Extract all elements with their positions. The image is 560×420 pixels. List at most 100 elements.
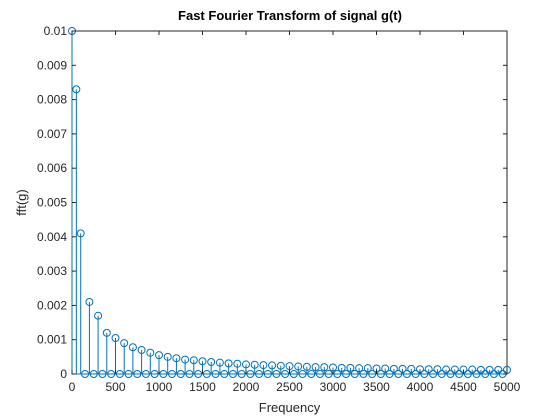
stem-marker: [94, 311, 103, 320]
stem-marker: [429, 370, 438, 378]
stem-marker: [150, 370, 159, 378]
stem-marker: [359, 370, 368, 378]
stem-marker: [98, 370, 107, 378]
stem-marker: [207, 357, 216, 366]
stem-series: [68, 27, 511, 378]
y-tick-label: 0.007: [37, 127, 67, 141]
x-tick-label: 500: [105, 380, 125, 394]
x-tick-label: 3500: [363, 380, 390, 394]
stem-marker: [120, 339, 129, 348]
axis-ticks: 0 500 1000 1500 2000 2500 3000 3500 4000 4500 5000…: [37, 24, 521, 394]
stem-marker: [224, 359, 233, 368]
stem-marker: [128, 343, 137, 352]
x-tick-label: 4500: [450, 380, 477, 394]
stem-marker: [494, 365, 503, 374]
stem-marker: [211, 370, 220, 378]
stem-marker: [337, 363, 346, 372]
stem-marker: [489, 370, 498, 378]
stem-marker: [124, 370, 133, 378]
chart-title: Fast Fourier Transform of signal g(t): [178, 8, 402, 23]
stem-marker: [233, 359, 242, 368]
x-tick-label: 0: [69, 380, 76, 394]
y-tick-label: 0.001: [37, 333, 67, 347]
y-tick-label: 0.003: [37, 264, 67, 278]
stem-marker: [137, 345, 146, 354]
stem-marker: [485, 365, 494, 374]
x-axis-label: Frequency: [259, 400, 321, 415]
stem-marker: [81, 370, 90, 378]
stem-marker: [246, 370, 255, 378]
x-tick-label: 5000: [494, 380, 521, 394]
stem-marker: [285, 362, 294, 371]
y-tick-label: 0.008: [37, 93, 67, 107]
stem-marker: [350, 370, 359, 378]
stem-marker: [276, 361, 285, 370]
stem-marker: [446, 370, 455, 378]
stem-marker: [398, 364, 407, 373]
stem-marker: [185, 370, 194, 378]
stem-marker: [463, 370, 472, 378]
stem-marker: [481, 370, 490, 378]
stem-marker: [450, 365, 459, 374]
stem-marker: [107, 370, 116, 378]
stem-marker: [476, 365, 485, 374]
stem-marker: [202, 370, 211, 378]
stem-marker: [194, 370, 203, 378]
x-tick-label: 2500: [276, 380, 303, 394]
stem-marker: [159, 370, 168, 378]
stem-marker: [315, 370, 324, 378]
x-tick-label: 4000: [407, 380, 434, 394]
x-tick-label: 3000: [320, 380, 347, 394]
stem-marker: [411, 370, 420, 378]
y-tick-label: 0.005: [37, 196, 67, 210]
stem-marker: [242, 360, 250, 369]
stem-marker: [355, 364, 364, 373]
stem-marker: [85, 297, 94, 306]
stem-marker: [189, 356, 198, 365]
stem-marker: [250, 360, 259, 369]
y-tick-label: 0.002: [37, 298, 67, 312]
y-axis-label: fft(g): [14, 189, 29, 216]
stem-marker: [198, 357, 207, 366]
stem-marker: [385, 370, 394, 378]
stem-marker: [268, 361, 277, 370]
stem-marker: [307, 370, 316, 378]
stem-marker: [363, 364, 372, 373]
stem-marker: [89, 370, 98, 378]
stem-marker: [228, 370, 237, 378]
stem-marker: [468, 365, 477, 374]
stem-marker: [424, 365, 433, 374]
x-tick-label: 1000: [146, 380, 173, 394]
plot-area: [71, 30, 508, 375]
stem-marker: [420, 370, 429, 378]
stem-marker: [133, 370, 142, 378]
stem-marker: [324, 370, 333, 378]
stem-marker: [111, 333, 120, 342]
stem-marker: [263, 370, 272, 378]
stem-marker: [342, 370, 351, 378]
stem-marker: [176, 370, 185, 378]
stem-marker: [172, 354, 181, 363]
stem-marker: [394, 370, 403, 378]
stem-marker: [433, 365, 442, 374]
stem-marker: [215, 358, 224, 367]
stem-marker: [289, 370, 298, 378]
y-tick-label: 0.006: [37, 161, 67, 175]
stem-marker: [155, 351, 163, 360]
stem-marker: [407, 364, 416, 373]
stem-marker: [294, 362, 303, 371]
stem-marker: [141, 370, 150, 378]
stem-marker: [320, 363, 329, 372]
stem-marker: [333, 370, 342, 378]
stem-marker: [181, 355, 190, 364]
stem-marker: [402, 370, 411, 378]
stem-marker: [163, 352, 172, 361]
stem-marker: [237, 370, 246, 378]
stem-marker: [311, 363, 320, 372]
y-tick-label: 0: [60, 367, 67, 381]
stem-marker: [115, 370, 124, 378]
stem-marker: [381, 364, 390, 373]
stem-marker: [472, 370, 481, 378]
stem-marker: [302, 362, 311, 371]
